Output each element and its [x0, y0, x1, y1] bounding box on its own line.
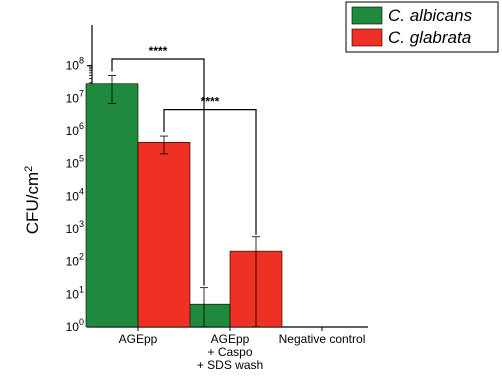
significance-label: ****	[149, 44, 168, 58]
y-tick-label: 103	[66, 219, 84, 236]
y-tick-label: 104	[66, 186, 84, 203]
significance-bracket	[111, 58, 205, 286]
x-tick-label: Negative control	[279, 332, 366, 346]
y-tick-label: 100	[66, 317, 84, 334]
bar	[137, 142, 191, 328]
legend-swatch	[351, 6, 383, 25]
x-tick-label: + Caspo	[207, 345, 252, 359]
x-tick-label: AGEpp	[119, 332, 158, 346]
y-tick-label: 106	[66, 121, 84, 138]
x-tick-label: AGEpp	[211, 332, 250, 346]
x-tick-label: + SDS wash	[197, 358, 263, 372]
bar	[85, 83, 139, 328]
y-axis-label: CFU/cm2	[23, 166, 42, 234]
y-tick-label: 107	[66, 88, 84, 105]
legend-swatch	[351, 28, 383, 47]
legend-label: C. albicans	[388, 6, 473, 25]
significance-label: ****	[201, 95, 220, 109]
significance-bracket	[163, 109, 257, 235]
y-tick-label: 101	[66, 284, 84, 301]
y-tick-label: 105	[66, 154, 84, 171]
y-tick-label: 108	[66, 56, 84, 73]
y-tick-label: 102	[66, 252, 84, 269]
legend-label: C. glabrata	[388, 28, 471, 47]
